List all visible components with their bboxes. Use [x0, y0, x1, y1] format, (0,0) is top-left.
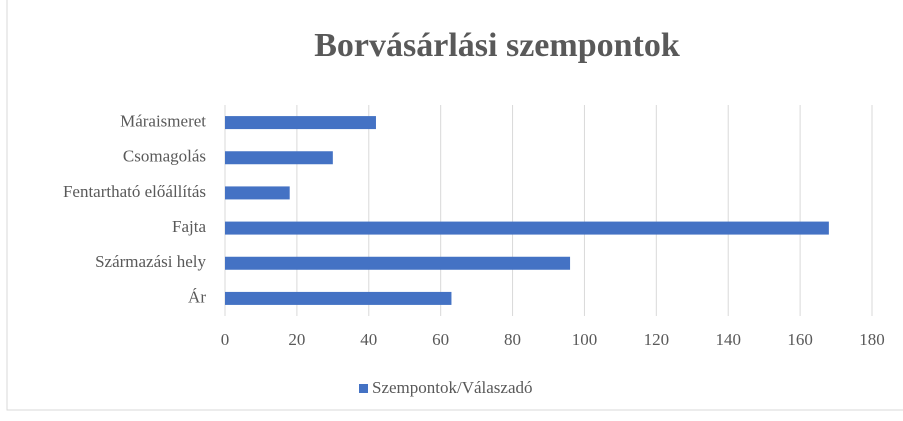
bar	[225, 291, 452, 305]
bar	[225, 151, 333, 165]
x-tick-label: 80	[504, 330, 521, 349]
bar	[225, 186, 290, 200]
x-tick-label: 0	[221, 330, 230, 349]
x-tick-label: 20	[288, 330, 305, 349]
legend-label: Szempontok/Válaszadó	[372, 378, 533, 397]
y-tick-label: Máraismeret	[120, 111, 206, 130]
y-tick-label: Fajta	[172, 217, 206, 236]
x-tick-label: 60	[432, 330, 449, 349]
legend-swatch	[359, 384, 368, 393]
x-tick-label: 180	[859, 330, 885, 349]
bar	[225, 221, 829, 235]
y-tick-label: Fentartható előállítás	[63, 182, 206, 201]
bar	[225, 256, 571, 270]
x-tick-label: 120	[644, 330, 670, 349]
y-tick-label: Csomagolás	[123, 147, 206, 166]
y-tick-label: Ár	[188, 287, 206, 306]
x-tick-label: 40	[360, 330, 377, 349]
chart-frame	[6, 0, 903, 411]
x-tick-label: 140	[715, 330, 741, 349]
y-tick-label: Származási hely	[95, 252, 206, 271]
x-tick-label: 100	[572, 330, 598, 349]
chart-title: Borvásárlási szempontok	[314, 27, 680, 64]
x-tick-label: 160	[787, 330, 813, 349]
bar	[225, 116, 376, 130]
